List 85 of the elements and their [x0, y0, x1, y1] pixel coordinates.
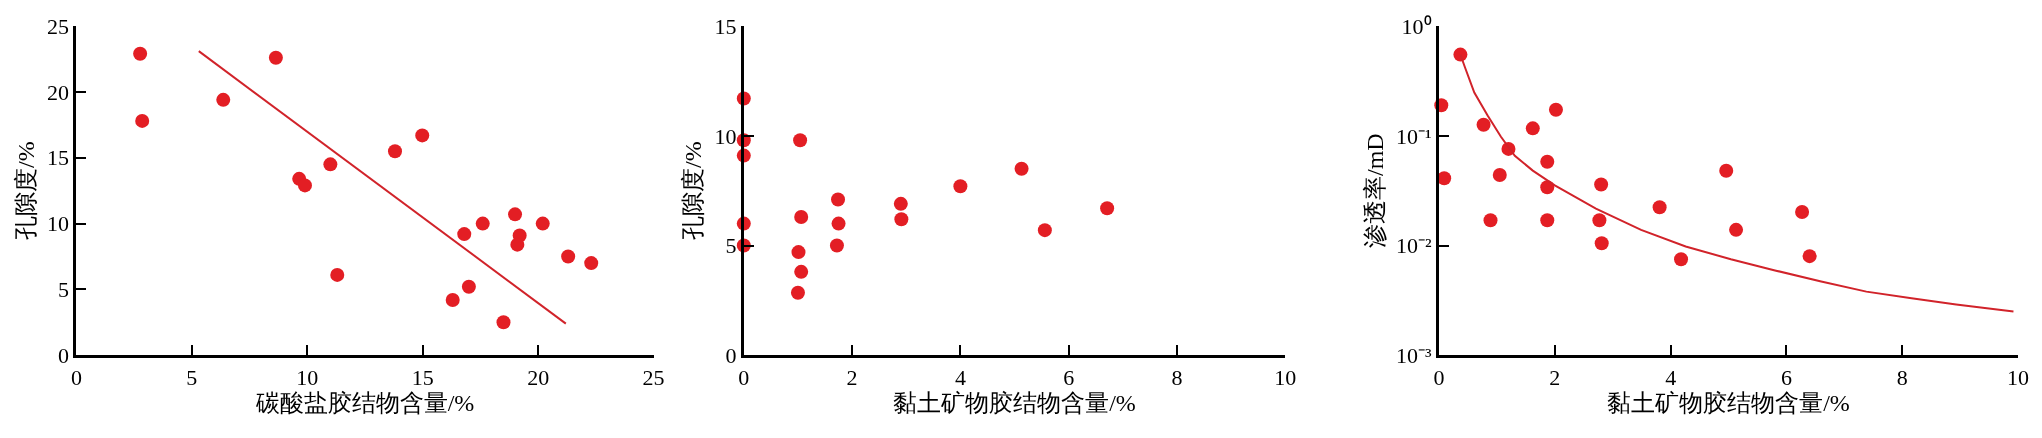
x-tick-label: 25 [642, 364, 665, 390]
y-tick-label: 15 [47, 145, 70, 171]
point [1802, 249, 1817, 264]
y-tick-label: 10⁻¹ [1395, 123, 1432, 149]
point [1492, 167, 1507, 182]
point [1719, 163, 1734, 178]
point [475, 216, 490, 231]
x-tick-label: 6 [1780, 364, 1792, 390]
x-tick-label: 10 [1274, 364, 1297, 390]
x-tick-label: 10 [2007, 364, 2030, 390]
point [1525, 121, 1540, 136]
point [1592, 213, 1607, 228]
y-axis-title: 渗透率/mD [1362, 133, 1389, 249]
y-tick-label: 0 [58, 342, 70, 368]
x-tick-label: 2 [846, 364, 858, 390]
point [535, 216, 550, 231]
point [268, 50, 283, 65]
point [388, 144, 402, 159]
y-axis-title: 孔隙度/% [13, 141, 40, 241]
y-tick-label: 5 [725, 233, 737, 259]
y-tick-label: 10⁻² [1395, 233, 1432, 259]
point [1100, 201, 1115, 216]
y-tick-label: 25 [47, 13, 70, 39]
x-tick-label: 5 [186, 364, 198, 390]
point [1483, 213, 1498, 228]
point [1674, 252, 1689, 267]
point [1540, 154, 1555, 169]
point [1437, 171, 1452, 186]
point [561, 249, 576, 264]
point [508, 207, 523, 222]
y-tick-label: 20 [47, 79, 70, 105]
point [1014, 161, 1029, 176]
point [457, 227, 472, 242]
point [1652, 200, 1667, 215]
y-tick-label: 0 [725, 342, 737, 368]
y-tick-label: 10⁰ [1401, 13, 1432, 39]
y-tick-label: 10 [714, 123, 737, 149]
point [415, 128, 430, 143]
point [1548, 102, 1563, 117]
point [831, 192, 846, 207]
point [794, 264, 809, 279]
x-tick-label: 10 [296, 364, 319, 390]
y-tick-label: 10 [47, 211, 70, 237]
point [953, 179, 968, 194]
point [791, 245, 806, 260]
y-axis-title: 孔隙度/% [680, 141, 707, 241]
point [794, 210, 809, 225]
point [1729, 222, 1744, 237]
point [135, 113, 150, 128]
point [1540, 213, 1555, 228]
x-tick-label: 6 [1063, 364, 1075, 390]
point [323, 157, 338, 172]
point [1795, 205, 1810, 220]
point [584, 256, 599, 271]
point [894, 212, 909, 227]
point [216, 92, 231, 107]
x-tick-label: 4 [1665, 364, 1677, 390]
x-tick-label: 4 [954, 364, 966, 390]
point [829, 238, 844, 253]
point [461, 279, 476, 294]
point [1594, 177, 1609, 192]
point [1476, 117, 1491, 132]
x-tick-label: 8 [1171, 364, 1183, 390]
point [330, 267, 345, 282]
x-tick-label: 20 [527, 364, 550, 390]
point [893, 196, 908, 211]
x-axis-title: 碳酸盐胶结物含量/% [254, 389, 475, 416]
y-tick-label: 10⁻³ [1395, 342, 1432, 368]
x-axis-title: 黏土矿物胶结物含量/% [1607, 389, 1850, 416]
y-tick-label: 5 [58, 277, 70, 303]
x-tick-label: 2 [1549, 364, 1561, 390]
point [1594, 236, 1609, 251]
point [510, 237, 525, 252]
point [133, 46, 148, 61]
point [496, 315, 511, 330]
point [793, 133, 808, 148]
y-tick-label: 15 [714, 13, 737, 39]
point [1037, 223, 1052, 238]
x-tick-label: 15 [411, 364, 434, 390]
point [445, 292, 460, 307]
x-axis-title: 黏土矿物胶结物含量/% [893, 389, 1136, 416]
point [790, 285, 805, 300]
point [297, 178, 312, 193]
point [831, 216, 846, 231]
x-tick-label: 8 [1896, 364, 1908, 390]
